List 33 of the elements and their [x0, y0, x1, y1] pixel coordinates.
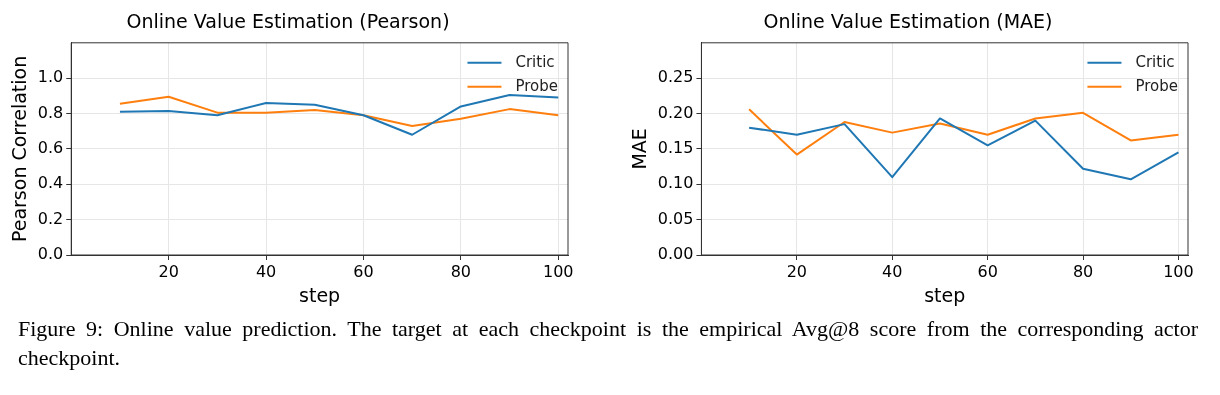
caption: Figure 9: Online value prediction. The target at each checkpoint is the empirical Avg@8 score from the corresponding actor checkpoint. — [17, 315, 1199, 372]
x-tick-label: 40 — [882, 261, 903, 281]
legend-label: Critic — [515, 52, 555, 71]
y-tick-label: 0.25 — [657, 67, 694, 87]
y-tick-label: 0.05 — [657, 208, 694, 228]
y-tick-label: 1.0 — [37, 67, 64, 87]
x-tick-label: 100 — [1163, 261, 1194, 281]
y-tick-label: 0.15 — [657, 138, 694, 158]
y-axis-title: Pearson Correlation — [8, 55, 31, 243]
x-tick-label: 100 — [542, 261, 574, 281]
x-axis-title: step — [924, 283, 966, 306]
y-tick-label: 0.00 — [657, 244, 694, 264]
y-tick-label: 0.20 — [657, 102, 694, 122]
y-axis-title: MAE — [628, 128, 651, 170]
x-axis-title: step — [299, 283, 341, 306]
x-tick-label: 20 — [786, 261, 808, 281]
x-tick-label: 20 — [158, 261, 179, 281]
legend-label: Critic — [1135, 52, 1175, 71]
y-tick-label: 0.6 — [37, 138, 64, 158]
y-tick-label: 0.8 — [37, 102, 64, 122]
chart-title: Online Value Estimation (MAE) — [763, 10, 1053, 33]
x-tick-label: 40 — [255, 261, 277, 281]
legend-label: Probe — [1135, 76, 1178, 95]
x-tick-label: 60 — [977, 261, 998, 281]
y-tick-label: 0.4 — [37, 173, 64, 193]
legend-label: Probe — [515, 76, 558, 95]
y-tick-label: 0.2 — [37, 208, 64, 228]
x-tick-label: 80 — [1072, 261, 1094, 281]
y-tick-label: 0.10 — [657, 173, 694, 193]
y-tick-label: 0.0 — [37, 244, 64, 264]
chart-title: Online Value Estimation (Pearson) — [126, 10, 450, 33]
x-tick-label: 60 — [353, 261, 374, 281]
x-tick-label: 80 — [450, 261, 472, 281]
